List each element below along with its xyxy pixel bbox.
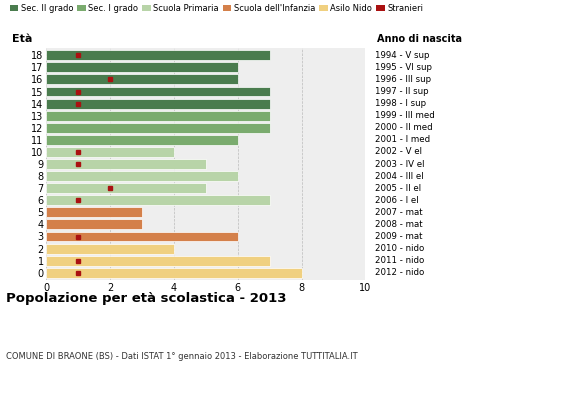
- Text: Popolazione per età scolastica - 2013: Popolazione per età scolastica - 2013: [6, 292, 287, 305]
- Bar: [46, 99, 270, 108]
- Text: 2011 - nido: 2011 - nido: [375, 256, 425, 265]
- Bar: [46, 195, 270, 205]
- Text: 2009 - mat: 2009 - mat: [375, 232, 423, 241]
- Text: COMUNE DI BRAONE (BS) - Dati ISTAT 1° gennaio 2013 - Elaborazione TUTTITALIA.IT: COMUNE DI BRAONE (BS) - Dati ISTAT 1° ge…: [6, 352, 357, 361]
- Bar: [46, 232, 238, 242]
- Bar: [46, 220, 142, 229]
- Bar: [46, 207, 142, 217]
- Text: 1997 - II sup: 1997 - II sup: [375, 87, 429, 96]
- Text: Età: Età: [12, 34, 32, 44]
- Text: 1995 - VI sup: 1995 - VI sup: [375, 63, 432, 72]
- Bar: [46, 86, 270, 96]
- Bar: [46, 135, 238, 145]
- Text: Anno di nascita: Anno di nascita: [377, 34, 462, 44]
- Bar: [46, 159, 206, 169]
- Bar: [46, 244, 174, 254]
- Bar: [46, 183, 206, 193]
- Text: 1999 - III med: 1999 - III med: [375, 111, 435, 120]
- Text: 2004 - III el: 2004 - III el: [375, 172, 424, 180]
- Bar: [46, 256, 270, 266]
- Legend: Sec. II grado, Sec. I grado, Scuola Primaria, Scuola dell'Infanzia, Asilo Nido, : Sec. II grado, Sec. I grado, Scuola Prim…: [10, 4, 423, 13]
- Bar: [46, 147, 174, 157]
- Text: 1996 - III sup: 1996 - III sup: [375, 75, 432, 84]
- Bar: [46, 62, 238, 72]
- Bar: [46, 171, 238, 181]
- Text: 2006 - I el: 2006 - I el: [375, 196, 419, 205]
- Text: 2001 - I med: 2001 - I med: [375, 135, 430, 144]
- Text: 2000 - II med: 2000 - II med: [375, 123, 433, 132]
- Text: 1994 - V sup: 1994 - V sup: [375, 51, 430, 60]
- Text: 2002 - V el: 2002 - V el: [375, 148, 422, 156]
- Bar: [46, 111, 270, 121]
- Text: 2005 - II el: 2005 - II el: [375, 184, 421, 193]
- Bar: [46, 50, 270, 60]
- Text: 2007 - mat: 2007 - mat: [375, 208, 423, 217]
- Bar: [46, 268, 302, 278]
- Text: 2012 - nido: 2012 - nido: [375, 268, 425, 277]
- Text: 2003 - IV el: 2003 - IV el: [375, 160, 425, 168]
- Bar: [46, 123, 270, 133]
- Text: 1998 - I sup: 1998 - I sup: [375, 99, 426, 108]
- Text: 2008 - mat: 2008 - mat: [375, 220, 423, 229]
- Bar: [46, 74, 238, 84]
- Text: 2010 - nido: 2010 - nido: [375, 244, 425, 253]
